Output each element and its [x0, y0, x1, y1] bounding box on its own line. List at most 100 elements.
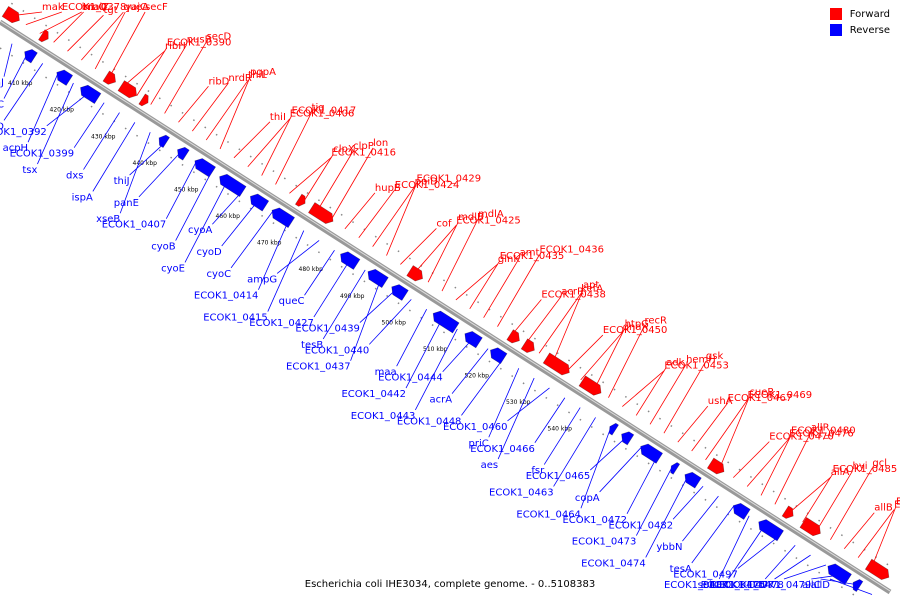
reverse-gene-arrow[interactable]	[192, 156, 217, 178]
reverse-gene-label[interactable]: ECOK1_0466	[470, 444, 535, 455]
reverse-gene-label[interactable]: ECOK1_0465	[526, 471, 591, 482]
reverse-gene-label[interactable]: allC	[802, 580, 821, 591]
reverse-gene-arrow[interactable]	[77, 82, 102, 105]
forward-gene-label[interactable]: amt	[520, 248, 540, 259]
reverse-gene-label[interactable]: cyoA	[188, 225, 213, 236]
forward-gene-label[interactable]: ECOK1_0469	[748, 390, 813, 401]
forward-gene-label[interactable]: allA	[831, 467, 850, 478]
forward-gene-label[interactable]: apt	[583, 280, 599, 291]
forward-gene-arrow[interactable]	[506, 329, 523, 346]
forward-gene-label[interactable]: yajC	[125, 2, 147, 13]
reverse-gene-label[interactable]: maa	[375, 367, 397, 378]
reverse-gene-label[interactable]: cyoB	[151, 242, 176, 253]
forward-gene-label[interactable]: thiL	[248, 70, 267, 81]
forward-gene-label[interactable]: dnaX	[623, 322, 649, 333]
reverse-gene-label[interactable]: ECOK1_0487	[664, 580, 729, 591]
reverse-gene-label[interactable]: araJ	[0, 78, 4, 89]
forward-gene-label[interactable]: secD	[207, 31, 232, 42]
reverse-gene-arrow[interactable]	[21, 47, 38, 64]
reverse-gene-arrow[interactable]	[247, 191, 270, 212]
forward-gene-label[interactable]: mdlB	[458, 212, 484, 223]
forward-gene-label[interactable]: gcl	[872, 458, 887, 469]
forward-gene-arrow[interactable]	[520, 338, 538, 356]
reverse-gene-label[interactable]: ECOK1_0440	[305, 345, 370, 356]
forward-gene-arrow[interactable]	[781, 505, 796, 521]
reverse-gene-arrow[interactable]	[174, 145, 190, 161]
forward-gene-arrow[interactable]	[799, 516, 824, 538]
reverse-gene-label[interactable]: ECOK1_0444	[378, 373, 443, 384]
forward-gene-arrow[interactable]	[1, 5, 23, 25]
forward-gene-label[interactable]: ECOK1_0416	[331, 147, 396, 158]
forward-gene-label[interactable]: kefA	[581, 283, 603, 294]
forward-gene-label[interactable]: tgt	[103, 5, 117, 16]
forward-gene-label[interactable]: ushA	[708, 396, 733, 407]
forward-gene-arrow[interactable]	[578, 375, 604, 398]
forward-gene-label[interactable]: mak	[42, 2, 64, 13]
forward-gene-label[interactable]: allR	[811, 422, 830, 433]
forward-gene-label[interactable]: queA	[123, 2, 149, 13]
forward-gene-label[interactable]: ECOK1_0470	[769, 432, 834, 443]
forward-gene-label[interactable]: ECOK1_0417	[292, 106, 357, 117]
forward-gene-label[interactable]: ECOK1_0378	[62, 2, 127, 13]
forward-gene-label[interactable]: nrdR	[228, 73, 252, 84]
forward-gene-label[interactable]: ECOK1_0424	[395, 180, 460, 191]
reverse-gene-arrow[interactable]	[462, 329, 483, 349]
forward-gene-label[interactable]: thiI	[270, 112, 286, 123]
forward-gene-label[interactable]: adk	[666, 357, 684, 368]
forward-gene-label[interactable]: hyi	[853, 461, 868, 472]
reverse-gene-arrow[interactable]	[156, 133, 170, 148]
forward-gene-label[interactable]: hemH	[686, 354, 716, 365]
forward-gene-label[interactable]: acrR	[561, 286, 584, 297]
forward-gene-arrow[interactable]	[542, 352, 572, 378]
forward-gene-label[interactable]: ribH	[165, 41, 186, 52]
forward-gene-label[interactable]: ECOK1_0429	[417, 174, 482, 185]
forward-gene-arrow[interactable]	[864, 558, 892, 582]
reverse-gene-arrow[interactable]	[54, 67, 74, 86]
reverse-gene-label[interactable]: fsr	[531, 466, 545, 477]
reverse-gene-label[interactable]: ECOK1_0448	[397, 416, 462, 427]
forward-gene-label[interactable]: pgpA	[250, 67, 276, 78]
forward-gene-label[interactable]: clpP	[353, 141, 374, 152]
reverse-gene-arrow[interactable]	[216, 172, 247, 198]
reverse-gene-label[interactable]: dxs	[66, 171, 83, 182]
forward-gene-label[interactable]: ECOK1_0480	[791, 425, 856, 436]
reverse-gene-label[interactable]: ECOK1_0474	[581, 558, 646, 569]
reverse-gene-arrow[interactable]	[337, 249, 361, 270]
reverse-gene-label[interactable]: ECOK1_0439	[295, 324, 360, 335]
reverse-gene-label[interactable]: allD	[811, 580, 831, 591]
reverse-gene-label[interactable]: copA	[575, 493, 600, 504]
reverse-gene-label[interactable]: ECOK1_0497	[673, 569, 738, 580]
reverse-gene-arrow[interactable]	[730, 501, 751, 520]
reverse-gene-label[interactable]: ispA	[72, 192, 93, 203]
forward-gene-arrow[interactable]	[117, 80, 140, 101]
reverse-gene-label[interactable]: acpH	[3, 143, 29, 154]
forward-gene-label[interactable]: ECOK1_0467	[728, 393, 793, 404]
forward-gene-arrow[interactable]	[307, 202, 336, 227]
forward-gene-label[interactable]: ECOK1_0492	[894, 500, 900, 511]
reverse-gene-label[interactable]: ECOK1_0479	[747, 580, 812, 591]
reverse-gene-label[interactable]: ECOK1_0392	[0, 127, 47, 138]
forward-gene-label[interactable]: recR	[644, 316, 667, 327]
forward-gene-label[interactable]: ECOK1_0436	[539, 245, 604, 256]
forward-gene-arrow[interactable]	[406, 265, 426, 283]
reverse-gene-label[interactable]: ECOK1_0399	[10, 149, 75, 160]
reverse-gene-label[interactable]: thiJ	[114, 176, 130, 187]
reverse-gene-arrow[interactable]	[269, 205, 296, 229]
forward-gene-label[interactable]: ECOK1_0485	[833, 464, 898, 475]
reverse-gene-arrow[interactable]	[755, 517, 784, 542]
forward-gene-arrow[interactable]	[294, 193, 308, 208]
reverse-gene-label[interactable]: tsx	[22, 165, 37, 176]
reverse-gene-label[interactable]: ECOK1_0475	[701, 580, 766, 591]
reverse-gene-label[interactable]: priC	[469, 438, 489, 449]
forward-gene-label[interactable]: cueR	[749, 387, 774, 398]
reverse-gene-label[interactable]: aes	[481, 460, 499, 471]
reverse-gene-label[interactable]: ECOK1_0473	[572, 537, 637, 548]
reverse-gene-label[interactable]: ECOK1_0482	[609, 520, 674, 531]
reverse-gene-arrow[interactable]	[365, 267, 389, 289]
reverse-gene-label[interactable]: ECOK1_0414	[194, 291, 259, 302]
reverse-gene-label[interactable]: ECOK1_0478	[719, 580, 784, 591]
reverse-gene-label[interactable]: panE	[114, 198, 139, 209]
reverse-gene-label[interactable]: cyoD	[196, 247, 222, 258]
reverse-gene-label[interactable]: acrA	[429, 395, 452, 406]
forward-gene-label[interactable]: tig	[312, 102, 325, 113]
